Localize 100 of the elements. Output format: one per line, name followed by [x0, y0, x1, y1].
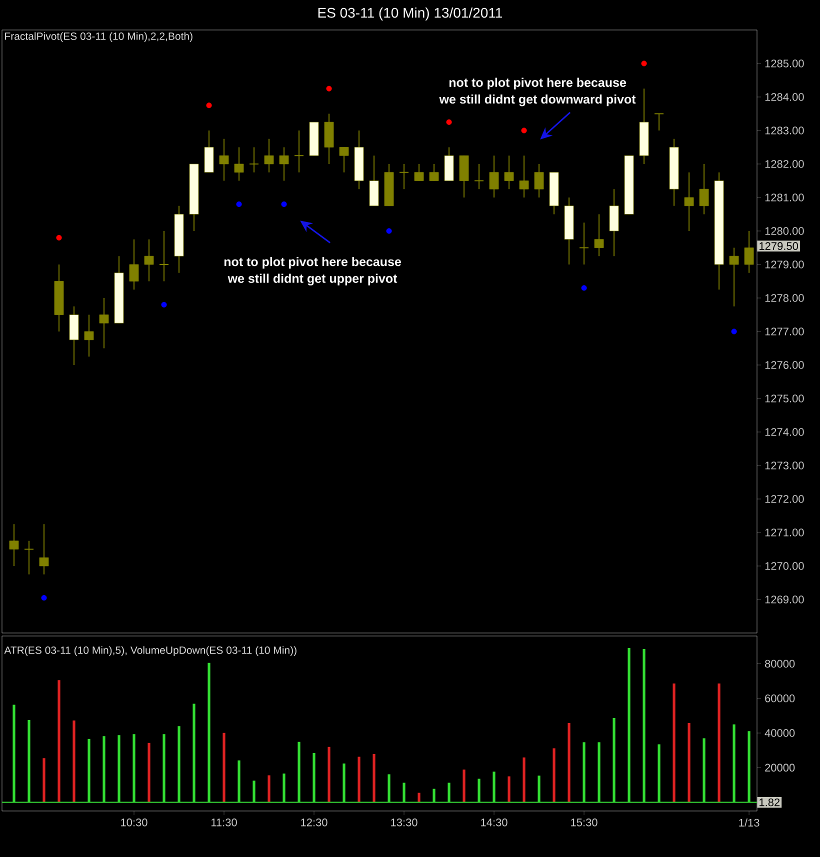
candlestick [699, 163, 709, 215]
candlestick [279, 146, 289, 182]
y-tick-label: 1284.00 [765, 93, 804, 101]
y-tick-label: 1281.00 [765, 194, 804, 202]
point [161, 302, 167, 308]
bar [42, 758, 46, 802]
annotation: not to plot pivot here because [224, 256, 401, 269]
bar [582, 742, 586, 802]
point [281, 201, 287, 207]
candlestick [474, 163, 484, 190]
chart-subtitle: FractalPivot(ES 03-11 (10 Min),2,2,Both) [5, 32, 192, 42]
y-tick-label: 1285.00 [765, 60, 804, 68]
y-tick-label: 1278.00 [765, 294, 804, 302]
point [641, 60, 647, 66]
bar [402, 782, 406, 802]
bar [12, 704, 16, 802]
candlestick [579, 222, 590, 265]
bar [238, 760, 240, 802]
candlestick [264, 138, 274, 173]
y-tick-label: 1271.00 [765, 528, 804, 536]
bar [192, 704, 196, 802]
y-tick-label: 1272.00 [765, 495, 804, 503]
x-tick-label: 1/13 [739, 818, 760, 827]
candlestick [654, 113, 664, 131]
bar [58, 680, 60, 802]
candlestick [339, 146, 349, 173]
bar [388, 774, 390, 802]
annotation: we still didnt get downward pivot [439, 94, 636, 106]
bar [688, 722, 690, 802]
x-tick-label: 11:30 [211, 818, 237, 826]
candlestick [519, 155, 529, 198]
y-tick-label: 40000 [764, 729, 795, 737]
bar [658, 744, 660, 802]
bar [132, 734, 136, 802]
text: 1.82 [760, 798, 780, 806]
bar [162, 734, 166, 802]
x-tick-label: 10:30 [121, 818, 148, 826]
candlestick [144, 238, 154, 282]
point [521, 128, 527, 134]
y-tick-label: 1276.00 [765, 361, 804, 369]
bar [222, 732, 226, 802]
point [446, 119, 452, 125]
y-tick-label: 1269.00 [765, 596, 804, 604]
bar [148, 742, 150, 802]
candlestick [99, 297, 109, 349]
y-tick-label: 1270.00 [765, 562, 804, 570]
point [326, 86, 332, 92]
bar [118, 735, 120, 802]
x-tick-label: 13:30 [391, 818, 418, 826]
candlestick [594, 214, 604, 257]
y-tick-label: 80000 [765, 660, 795, 668]
point [41, 595, 47, 601]
candlestick [234, 146, 244, 182]
bar [432, 788, 436, 802]
candlestick [534, 163, 544, 198]
point [56, 234, 62, 240]
y-tick-label: 1277.00 [765, 328, 804, 336]
candlestick [429, 163, 439, 182]
bar [178, 726, 180, 802]
bar [538, 776, 540, 802]
text: ATR(ES 03-11 (10 Min),5), VolumeUpDown(ES 03-11 (10 Min)) [4, 646, 296, 656]
x-tick-label: 12:30 [301, 818, 328, 826]
bar [462, 770, 466, 802]
bar [642, 648, 646, 802]
y-tick-label: 1274.00 [765, 428, 804, 436]
bar [508, 776, 510, 802]
bar [28, 720, 30, 802]
candlestick [24, 540, 34, 575]
bar [268, 775, 270, 802]
candlestick [159, 230, 170, 282]
annotation: we still didnt get upper pivot [228, 274, 398, 286]
candlestick [489, 155, 499, 198]
candlestick [249, 146, 260, 173]
candlestick [399, 163, 410, 190]
candlestick [9, 524, 19, 566]
chart-title: ES 03-11 (10 Min) 13/01/2011 [318, 7, 502, 21]
candlestick [129, 238, 139, 290]
bar [312, 752, 316, 802]
bar [72, 720, 76, 802]
bar [552, 748, 556, 802]
candlestick [39, 524, 49, 575]
bar [628, 648, 630, 802]
bar [252, 780, 256, 802]
text: 1279.50 [760, 242, 798, 250]
bar [672, 683, 676, 802]
y-tick-label: 1279.00 [765, 260, 804, 268]
candlestick [414, 163, 424, 182]
candlestick [744, 230, 754, 274]
bar [418, 792, 420, 802]
bar [342, 764, 346, 802]
bar [372, 754, 376, 802]
y-tick-label: 1280.00 [765, 227, 804, 235]
bar [208, 662, 210, 802]
bar [358, 756, 360, 802]
candlestick [219, 138, 229, 182]
bar [492, 772, 496, 802]
candlestick [504, 155, 514, 190]
y-tick-label: 1283.00 [765, 126, 804, 134]
candlestick [684, 172, 694, 232]
annotation: not to plot pivot here because [449, 78, 626, 90]
